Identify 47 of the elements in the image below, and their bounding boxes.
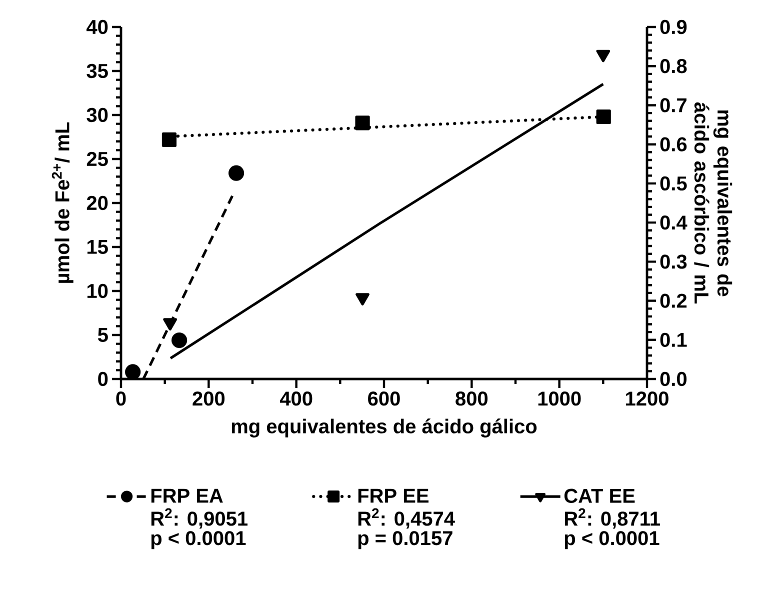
y2-tick-label: 0.5	[660, 176, 687, 191]
point	[125, 364, 141, 380]
y2-tick-label: 0.0	[660, 372, 687, 386]
point	[162, 132, 177, 147]
y-tick-label: 0	[98, 372, 108, 386]
y2-tick-label: 0.6	[660, 137, 687, 152]
point	[596, 109, 611, 124]
legend-label: FRP EE	[358, 488, 429, 503]
legend-label: CAT EE	[564, 488, 635, 503]
x-tick-label: 400	[280, 392, 312, 406]
text: R$^{2}$: 0,8711	[564, 508, 660, 529]
point	[355, 116, 370, 130]
point	[596, 50, 610, 62]
y2-tick-label: 0.1	[660, 332, 687, 347]
text: p < 0.0001	[564, 531, 660, 550]
legend-label: FRP EA	[151, 488, 223, 503]
text: p < 0.0001	[151, 531, 246, 550]
text: R$^{2}$: 0,4574	[358, 508, 455, 529]
y-tick-label: 10	[87, 284, 108, 298]
y-tick-label: 25	[86, 152, 108, 166]
x-tick-label: 1200	[626, 392, 668, 406]
y-tick-label: 20	[86, 196, 108, 210]
y-tick-label: 30	[86, 108, 108, 122]
point	[228, 165, 244, 181]
y2-axis-title: mg equivalentes de ácido ascórbico / mL	[694, 102, 732, 304]
y-tick-label: 15	[87, 240, 108, 254]
y-tick-label: 35	[86, 64, 108, 78]
x-tick-label: 800	[456, 392, 488, 406]
x-tick-label: 200	[192, 392, 225, 406]
x-tick-label: 0	[116, 392, 126, 406]
y2-tick-label: 0.7	[660, 98, 686, 112]
point	[163, 318, 178, 330]
text: R$^{2}$: 0,9051	[151, 508, 248, 529]
y-axis-title: µmol de Fe$^{2+}$/ mL	[52, 122, 74, 283]
y2-tick-label: 0.8	[660, 59, 687, 74]
y-tick-label: 40	[86, 20, 108, 34]
x-axis-title: mg equivalentes de ácido gálico	[232, 418, 537, 438]
point	[356, 293, 370, 306]
point	[172, 332, 188, 348]
y2-tick-label: 0.3	[660, 254, 687, 269]
y-tick-label: 5	[98, 328, 108, 342]
text: p = 0.0157	[358, 531, 452, 550]
x-tick-label: 600	[368, 392, 400, 406]
y2-tick-label: 0.4	[660, 215, 688, 230]
y2-tick-label: 0.2	[660, 294, 687, 308]
y2-tick-label: 0.9	[660, 20, 687, 34]
x-tick-label: 1000	[538, 392, 581, 406]
